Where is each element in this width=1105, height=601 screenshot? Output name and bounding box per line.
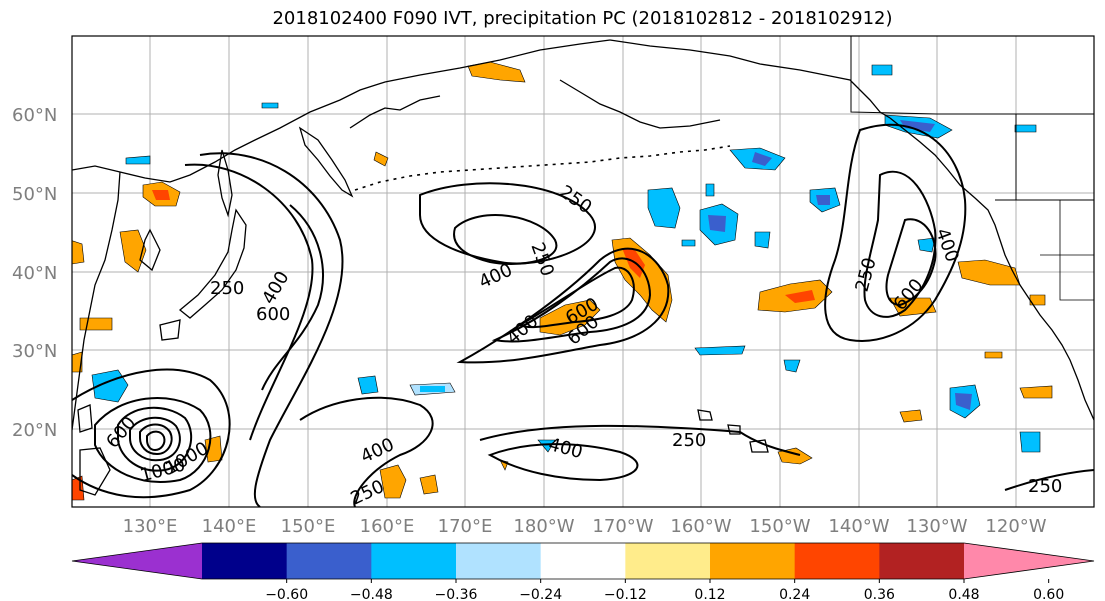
colorbar-tick-label: 0.12	[694, 587, 725, 601]
map-frame	[71, 35, 1095, 508]
lat-label: 30°N	[12, 341, 57, 362]
lon-label: 170°W	[592, 516, 653, 537]
colorbar-segment	[794, 543, 880, 579]
colorbar-segment	[879, 543, 965, 579]
lon-label: 160°W	[670, 516, 731, 537]
longitude-labels: 130°E 140°E 150°E 160°E 170°E 180°W 170°…	[123, 516, 1047, 537]
map-title: 2018102400 F090 IVT, precipitation PC (2…	[272, 8, 893, 29]
contour-label: 250	[672, 430, 706, 451]
contour-label: 250	[210, 278, 244, 299]
colorbar-extension-low	[72, 543, 202, 579]
lat-label: 50°N	[12, 184, 57, 205]
lon-label: 120°W	[985, 516, 1046, 537]
colorbar-segment	[710, 543, 796, 579]
colorbar-tick-label: −0.48	[350, 587, 393, 601]
colorbar-tick-label: −0.24	[519, 587, 562, 601]
coastlines	[72, 36, 1094, 496]
lon-label: 140°E	[202, 516, 257, 537]
lon-label: 160°E	[360, 516, 415, 537]
contour-label: 600	[256, 304, 290, 325]
colorbar-segment	[202, 543, 288, 579]
contour-label: 250	[1028, 476, 1062, 497]
lon-label: 150°E	[281, 516, 336, 537]
latitude-labels: 60°N 50°N 40°N 30°N 20°N	[12, 105, 57, 441]
colorbar-extension-high	[964, 543, 1094, 579]
colorbar-tick-label: −0.60	[265, 587, 308, 601]
colorbar-segment	[540, 543, 626, 579]
lon-label: 180°W	[513, 516, 574, 537]
colorbar-segment	[625, 543, 711, 579]
colorbar: −0.60 −0.48 −0.36 −0.24 −0.12 0.12 0.24 0.36 0.4…	[71, 542, 1095, 601]
lon-label: 130°W	[906, 516, 967, 537]
colorbar-segment	[456, 543, 542, 579]
colorbar-segment	[371, 543, 457, 579]
colorbar-tick-label: 0.60	[1033, 587, 1064, 601]
colorbar-tick-label: −0.12	[604, 587, 647, 601]
lon-label: 150°W	[749, 516, 810, 537]
lon-label: 130°E	[123, 516, 178, 537]
colorbar-tick-label: −0.36	[435, 587, 478, 601]
colorbar-segment	[286, 543, 372, 579]
colorbar-tick-label: 0.36	[864, 587, 895, 601]
lat-label: 20°N	[12, 420, 57, 441]
precip-pc-fill	[72, 61, 1053, 501]
lon-label: 170°E	[438, 516, 493, 537]
ivt-contours	[72, 123, 1094, 507]
colorbar-outline	[71, 542, 1095, 580]
colorbar-tick-label: 0.48	[948, 587, 979, 601]
lat-label: 60°N	[12, 105, 57, 126]
lon-label: 140°W	[828, 516, 889, 537]
lat-label: 40°N	[12, 263, 57, 284]
colorbar-tick-label: 0.24	[779, 587, 810, 601]
